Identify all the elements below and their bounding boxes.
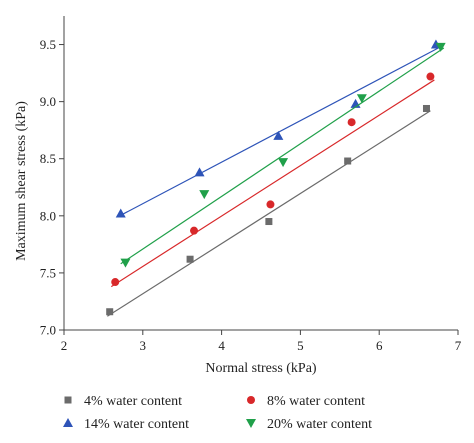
y-tick-label: 9.5: [40, 37, 56, 52]
legend-item: 20% water content: [246, 417, 372, 432]
data-point: [111, 278, 120, 287]
data-point: [266, 200, 275, 209]
data-point: [347, 118, 356, 127]
legend-item: 8% water content: [247, 394, 365, 409]
series-1: [106, 104, 431, 317]
legend-label: 4% water content: [84, 394, 182, 409]
x-tick-label: 7: [455, 338, 462, 353]
data-point: [278, 158, 289, 168]
legend-item: 4% water content: [64, 394, 182, 409]
legend-marker: [247, 396, 255, 404]
series-4: [120, 42, 446, 268]
trendline: [120, 47, 445, 265]
x-tick-label: 2: [61, 338, 68, 353]
y-tick-label: 8.5: [40, 151, 56, 166]
series-3: [115, 39, 441, 218]
data-point: [190, 226, 199, 235]
x-tick-label: 3: [140, 338, 147, 353]
legend-label: 8% water content: [267, 394, 365, 409]
x-axis-label: Normal stress (kPa): [205, 361, 317, 376]
legend-item: 14% water content: [63, 417, 189, 432]
data-point: [356, 94, 367, 104]
data-point: [186, 255, 194, 263]
series-2: [110, 72, 435, 288]
y-tick-label: 7.0: [40, 323, 56, 338]
trendline: [107, 110, 431, 317]
data-point: [422, 104, 430, 112]
x-tick-label: 5: [297, 338, 304, 353]
plot-area: [106, 39, 446, 317]
legend-label: 20% water content: [267, 417, 372, 432]
data-point: [106, 308, 114, 316]
y-axis-label: Maximum shear stress (kPa): [14, 101, 29, 261]
legend-marker: [246, 419, 256, 428]
y-tick-label: 8.0: [40, 208, 56, 223]
data-point: [435, 42, 446, 52]
x-tick-label: 6: [376, 338, 383, 353]
legend-label: 14% water content: [84, 417, 189, 432]
x-tick-label: 4: [218, 338, 225, 353]
data-point: [344, 157, 352, 165]
x-ticks: 2 3 4 5 6 7: [61, 330, 462, 353]
y-tick-label: 7.5: [40, 265, 56, 280]
legend-marker: [63, 418, 73, 427]
data-point: [273, 130, 284, 140]
trendline: [110, 79, 435, 288]
y-ticks: 7.0 7.5 8.0 8.5 9.0 9.5: [40, 37, 64, 338]
legend: 4% water content 8% water content 14% wate…: [63, 394, 372, 432]
data-point: [194, 167, 205, 177]
data-point: [115, 208, 126, 218]
data-point: [199, 190, 210, 200]
y-tick-label: 9.0: [40, 94, 56, 109]
data-point: [265, 218, 273, 226]
data-point: [120, 258, 131, 268]
legend-marker: [64, 396, 72, 404]
data-point: [426, 72, 435, 81]
